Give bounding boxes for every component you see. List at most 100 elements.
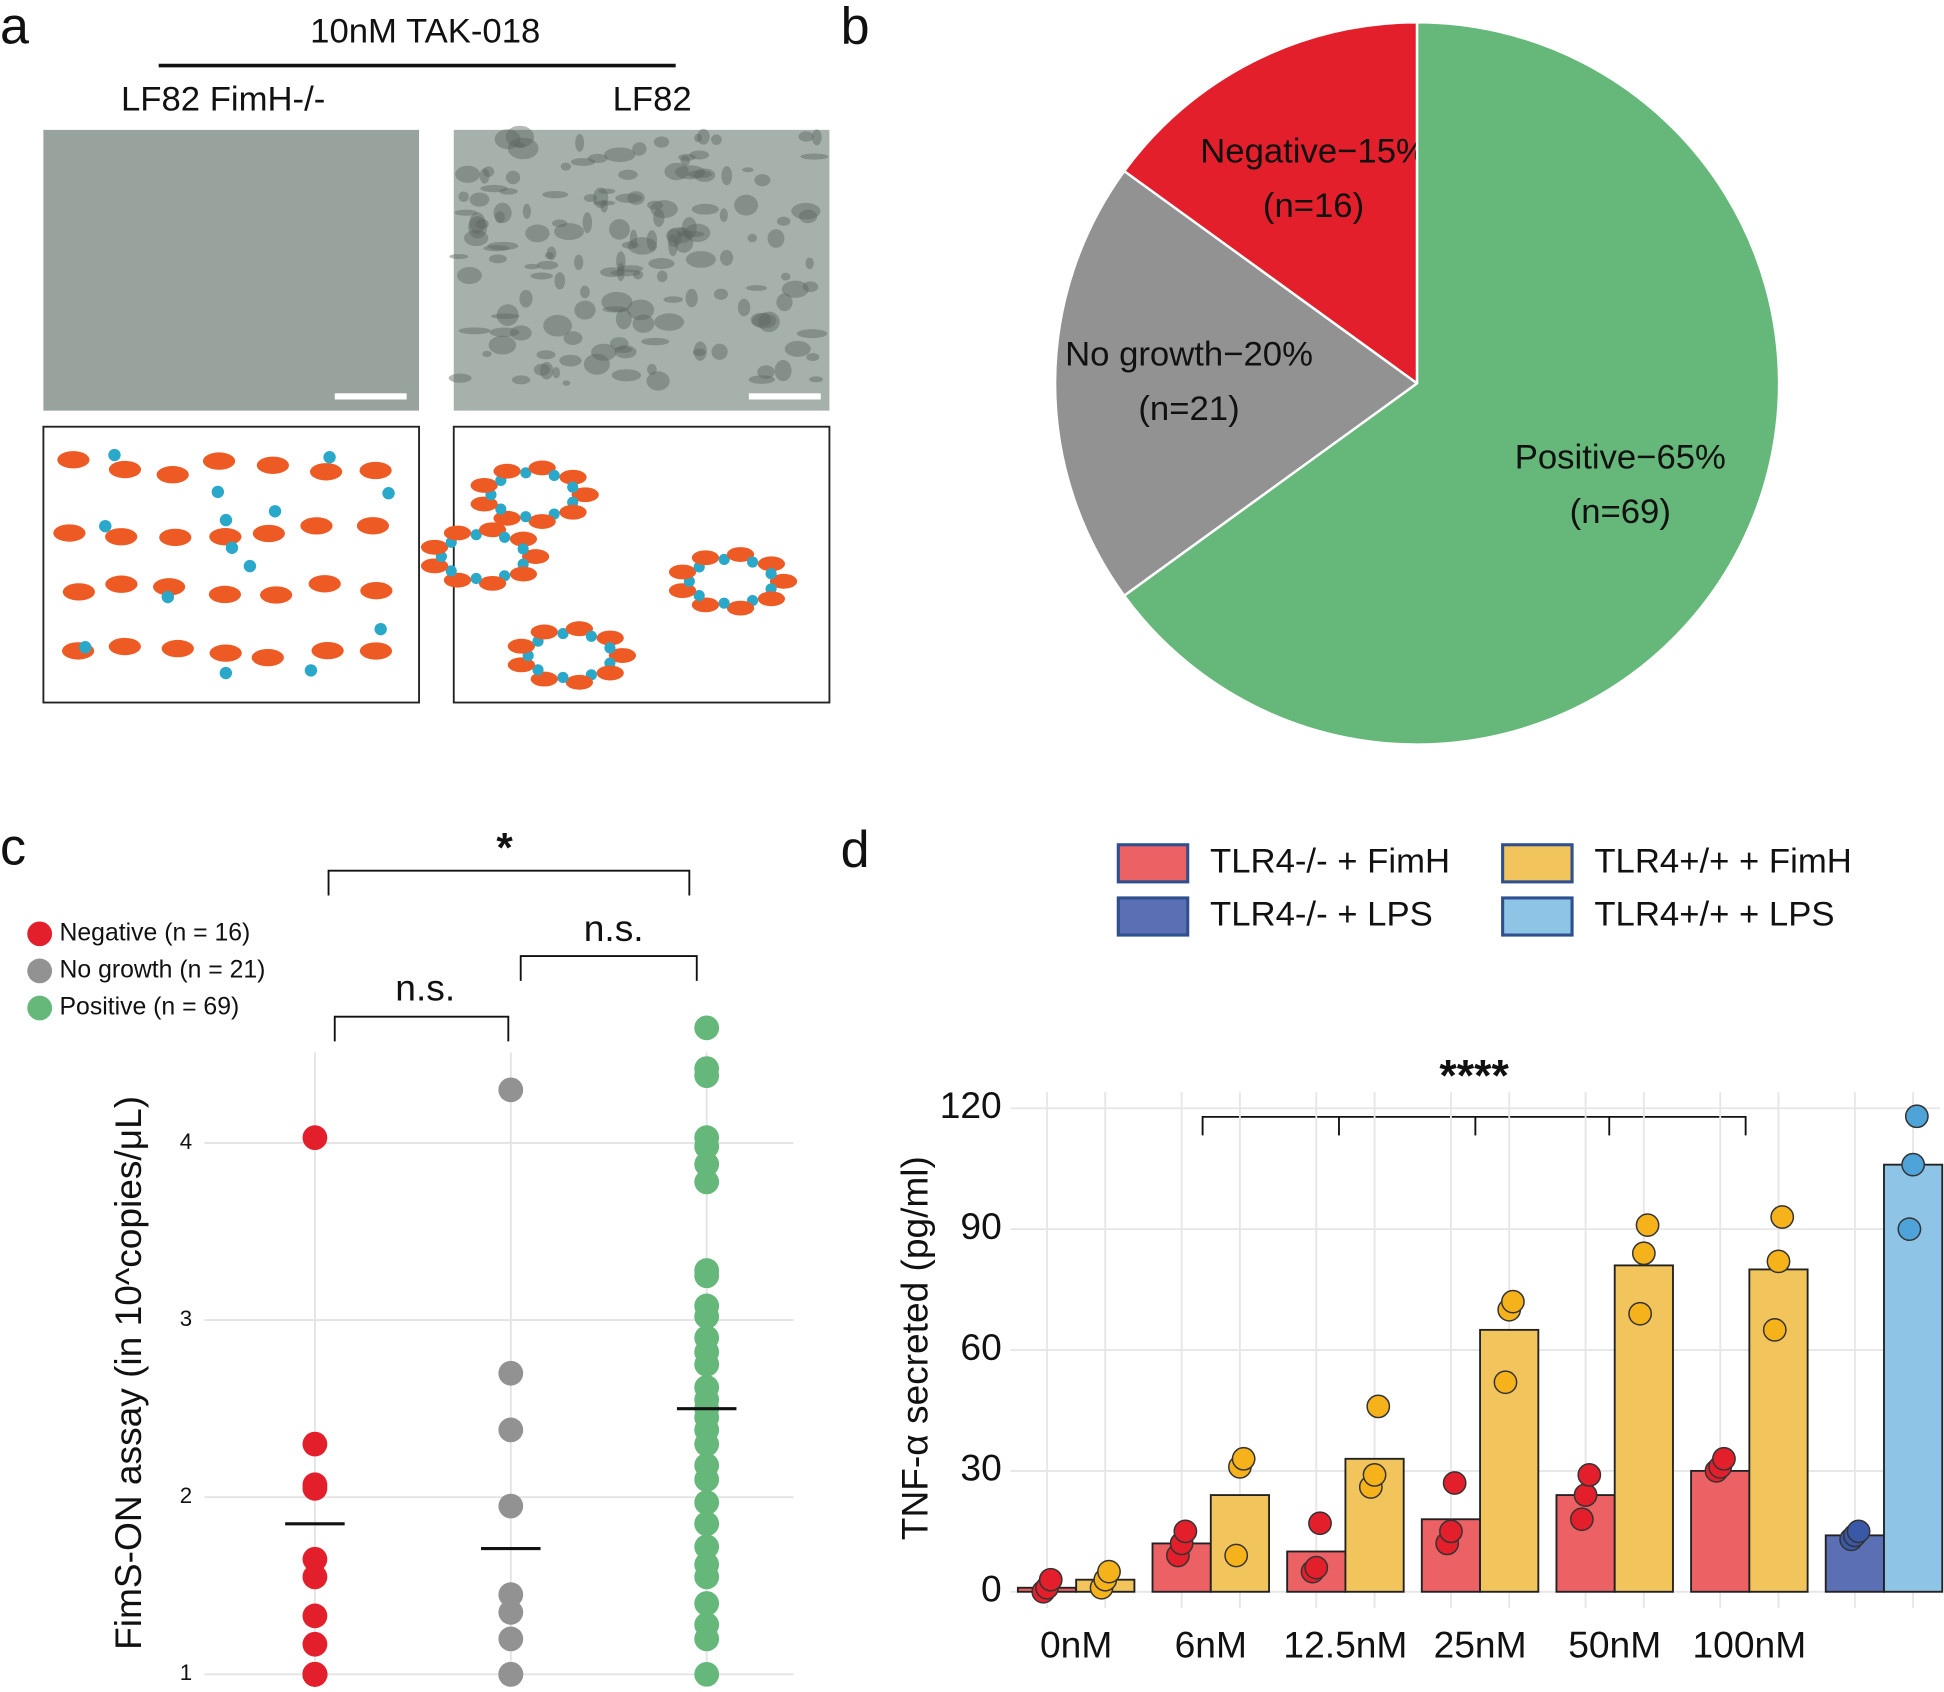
replicate-point (1439, 1519, 1463, 1544)
bracket (333, 1015, 510, 1042)
biofilm-spot (632, 314, 655, 333)
ligand (557, 628, 569, 640)
slice-label: Positive−65% (1515, 439, 1726, 477)
data-point (694, 1351, 720, 1377)
bacterium (161, 639, 194, 658)
bacterium (311, 641, 344, 660)
biofilm-spot (488, 335, 517, 355)
biofilm-spot (796, 329, 828, 339)
biofilm-spot (694, 133, 703, 143)
biofilm-spot (798, 209, 818, 224)
biofilm-spot (593, 200, 616, 206)
bacterium (507, 638, 536, 654)
y-tick-label: 1 (180, 1660, 192, 1685)
biofilm-spot (751, 313, 777, 329)
biofilm-spot (593, 187, 609, 209)
bacterium (565, 674, 593, 690)
biofilm-spot (640, 337, 670, 346)
biofilm-spot (711, 134, 722, 145)
bacterium (356, 517, 390, 535)
x-tick-label: 12.5nM (1283, 1623, 1407, 1665)
biofilm-spot (544, 251, 554, 260)
significance: * (496, 824, 513, 871)
biofilm-spot (483, 245, 510, 252)
biofilm-spot (711, 343, 728, 360)
biofilm-spot (546, 246, 557, 261)
legend-swatch (1501, 896, 1574, 937)
biofilm-spot (488, 254, 507, 264)
bacterium (470, 496, 498, 512)
data-point (694, 1134, 720, 1159)
biofilm-spot (627, 299, 655, 321)
biofilm-spot (600, 267, 625, 278)
data-point (694, 1511, 720, 1537)
ligand (79, 641, 92, 654)
replicate-point (1770, 1205, 1795, 1229)
pie-slice (1122, 21, 1781, 746)
scale-bar (748, 393, 821, 400)
biofilm-spot (750, 312, 772, 327)
data-point (694, 1534, 720, 1560)
biofilm-spot (737, 298, 751, 317)
bacterium (359, 461, 392, 480)
biofilm-spot (653, 136, 670, 148)
bacterium (202, 452, 236, 470)
biofilm-spot (489, 327, 520, 338)
bacterium (668, 564, 697, 580)
bacterium (208, 585, 242, 604)
data-point (302, 1475, 328, 1501)
bacterium (300, 517, 333, 535)
biofilm-spot (720, 249, 734, 266)
ligand (323, 451, 336, 464)
biofilm-spot (648, 258, 675, 270)
bacterium (443, 525, 472, 541)
replicate-point (1635, 1213, 1660, 1237)
replicate-point (1038, 1567, 1063, 1592)
replicate-point (1897, 1217, 1922, 1242)
panel-a-images (42, 125, 831, 704)
biofilm-spot (580, 285, 590, 299)
replicate-point (1304, 1555, 1329, 1580)
panel-label: c (0, 819, 26, 877)
data-point (498, 1661, 524, 1687)
replicate-point (1901, 1152, 1926, 1177)
y-tick-label: 30 (960, 1447, 1001, 1489)
biofilm-spot (563, 331, 583, 346)
biofilm-spot (647, 363, 657, 375)
data-point (694, 1015, 720, 1041)
micrograph (453, 129, 830, 411)
replicate-point (1493, 1370, 1518, 1395)
biofilm-spot (668, 234, 678, 257)
biofilm-spot (685, 251, 716, 268)
legend-label: TLR4+/+ + LPS (1594, 896, 1834, 934)
legend-swatch (1501, 843, 1574, 884)
biofilm-spot (680, 155, 691, 166)
biofilm-spot (693, 341, 707, 361)
bacterium (260, 586, 293, 604)
biofilm-spot (463, 229, 489, 247)
bar (1479, 1328, 1540, 1593)
data-point (694, 1151, 720, 1177)
bacterium (571, 487, 599, 503)
biofilm-spot (746, 285, 768, 291)
biofilm-spot (552, 367, 561, 379)
biofilm-spot (591, 343, 617, 361)
bacterium (159, 528, 192, 547)
replicate-point (1631, 1241, 1656, 1266)
biofilm-spot (575, 133, 585, 152)
biofilm-spot (515, 142, 526, 148)
bacterium (108, 460, 142, 479)
biofilm-spot (791, 202, 821, 220)
significance: n.s. (395, 967, 455, 1009)
replicate-point (1766, 1249, 1791, 1274)
bacterium (478, 575, 507, 591)
ligand (219, 666, 233, 680)
biofilm-spot (449, 254, 469, 260)
slice-label: No growth−20% (1065, 335, 1313, 373)
y-tick-label: 0 (981, 1568, 1002, 1610)
data-point (694, 1431, 720, 1457)
ligand (548, 469, 560, 482)
biofilm-spot (646, 230, 658, 251)
y-tick-label: 60 (960, 1326, 1001, 1368)
